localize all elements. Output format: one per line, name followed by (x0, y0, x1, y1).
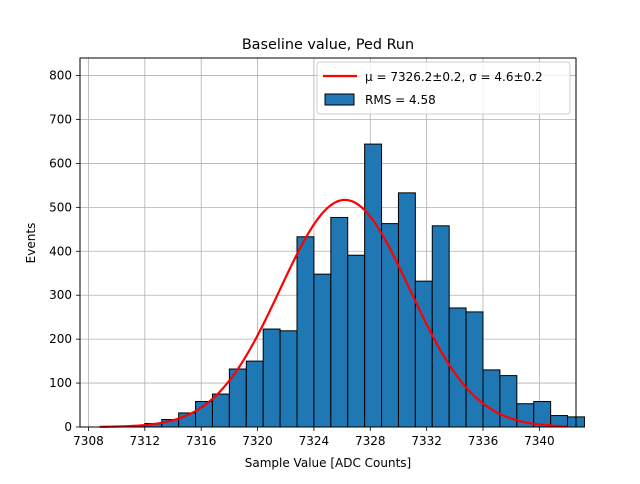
histogram-bar (431, 225, 450, 428)
x-tick-label: 7320 (242, 434, 273, 448)
histogram-bar (245, 360, 264, 428)
x-tick-label: 7324 (299, 434, 330, 448)
fit-curve-layer (99, 198, 568, 428)
histogram-bar (397, 192, 416, 428)
y-tick-label: 400 (49, 244, 72, 258)
x-tick-label: 7332 (411, 434, 442, 448)
histogram-bar (262, 328, 281, 428)
y-tick-label: 800 (49, 69, 72, 83)
histogram-bar (279, 330, 298, 428)
histogram-bar (381, 223, 399, 428)
y-tick-label: 600 (49, 156, 72, 170)
plot-frame (79, 57, 577, 428)
x-tick-label: 7312 (130, 434, 161, 448)
legend: μ = 7326.2±0.2, σ = 4.6±0.2 RMS = 4.58 (316, 61, 571, 115)
y-tick-label: 500 (49, 200, 72, 214)
histogram-bar (482, 369, 501, 428)
histogram-bars (127, 143, 585, 428)
histogram-bar (313, 273, 332, 428)
histogram-bar (465, 311, 484, 428)
histogram-bar (330, 216, 349, 428)
histogram-bar (414, 280, 433, 428)
y-tick-label: 0 (64, 420, 72, 434)
chart-title: Baseline value, Ped Run (242, 37, 414, 53)
x-axis-label: Sample Value [ADC Counts] (245, 456, 411, 470)
x-tick-label: 7340 (524, 434, 555, 448)
histogram-bar (347, 254, 366, 428)
histogram-bar (296, 236, 315, 428)
axis-ticks: 7308 7312 7316 7320 7324 7328 7332 7336 7340 0 100… (49, 69, 555, 448)
y-tick-label: 300 (49, 288, 72, 302)
x-tick-label: 7308 (73, 434, 104, 448)
y-axis-label: Events (24, 223, 38, 264)
y-tick-label: 100 (49, 376, 72, 390)
x-tick-label: 7336 (468, 434, 499, 448)
legend-fit-label: μ = 7326.2±0.2, σ = 4.6±0.2 (365, 70, 543, 84)
y-tick-label: 700 (49, 113, 72, 127)
y-tick-label: 200 (49, 332, 72, 346)
histogram-bar (211, 393, 230, 428)
legend-box (316, 61, 571, 115)
x-tick-label: 7328 (355, 434, 386, 448)
histogram-bar (364, 143, 383, 428)
legend-histogram-swatch (324, 93, 355, 106)
gaussian-fit-curve (99, 198, 568, 428)
x-tick-label: 7316 (186, 434, 217, 448)
legend-histogram-label: RMS = 4.58 (365, 93, 436, 107)
